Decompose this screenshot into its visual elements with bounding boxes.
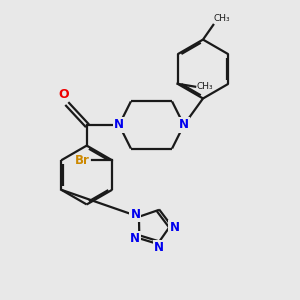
Text: N: N — [154, 241, 164, 254]
Text: N: N — [130, 232, 140, 245]
Text: N: N — [130, 208, 140, 221]
Text: N: N — [179, 118, 189, 131]
Text: CH₃: CH₃ — [214, 14, 230, 22]
Text: N: N — [114, 118, 124, 131]
Text: N: N — [169, 221, 179, 234]
Text: Br: Br — [75, 154, 90, 167]
Text: O: O — [59, 88, 69, 101]
Text: CH₃: CH₃ — [196, 82, 213, 91]
